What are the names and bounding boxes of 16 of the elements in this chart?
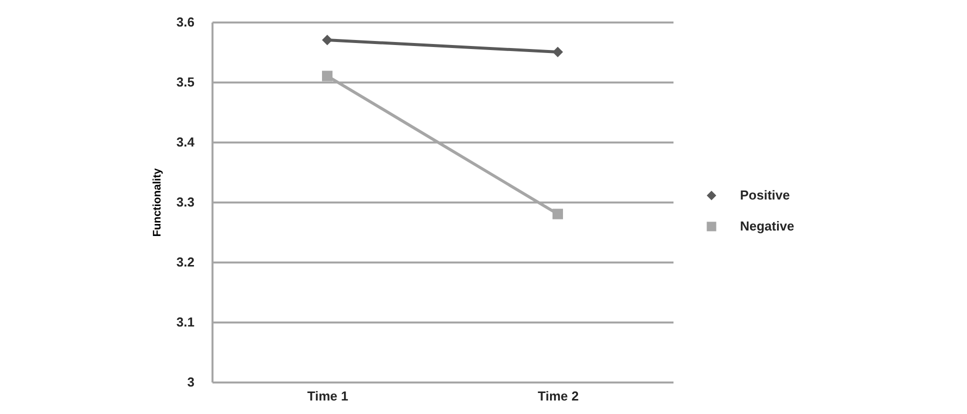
y-tick-label: 3.4 — [176, 134, 196, 150]
y-tick-label: 3.5 — [176, 74, 194, 90]
x-tick-label: Time 1 — [307, 388, 348, 404]
point — [322, 34, 332, 46]
point — [552, 208, 563, 220]
y-tick-label: 3.1 — [176, 314, 194, 330]
legend-label: Positive — [740, 188, 790, 202]
y-tick-label: 3.2 — [176, 254, 194, 270]
y-axis-title: Functionality — [151, 167, 164, 237]
x-tick-label: Time 2 — [538, 388, 579, 404]
y-tick-label: 3 — [187, 374, 194, 390]
point — [552, 46, 563, 58]
legend-label: Negative — [740, 218, 794, 234]
point — [322, 70, 332, 82]
y-tick-label: 3.3 — [176, 194, 194, 210]
y-tick-label: 3.6 — [176, 14, 194, 30]
